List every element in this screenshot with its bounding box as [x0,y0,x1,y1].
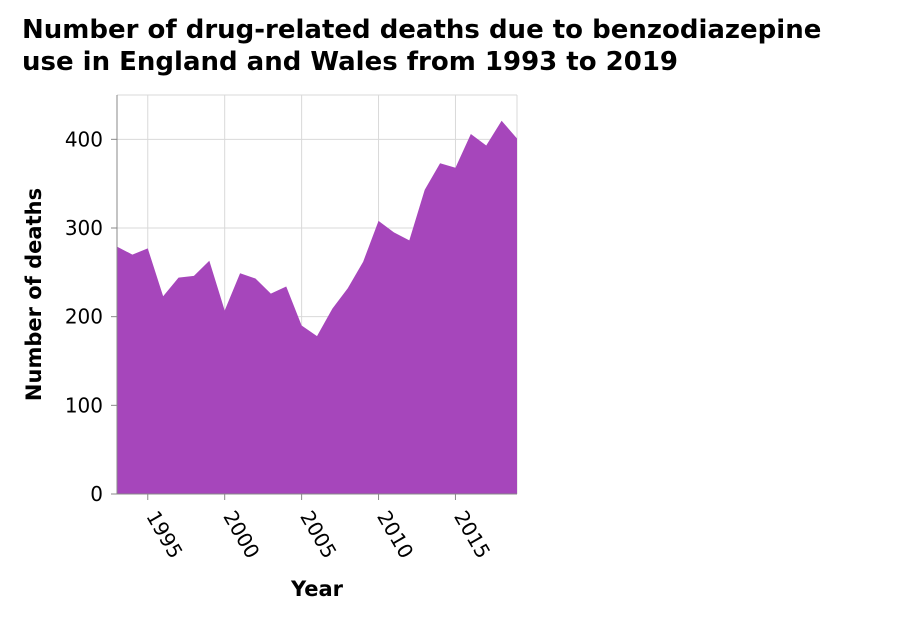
area-series [117,120,517,495]
x-tick-label: 2010 [372,507,418,563]
x-axis-ticks: 1995 2000 2005 2010 2015 [141,494,495,563]
y-axis-title: Number of deaths [22,188,46,401]
y-tick-label: 300 [65,216,103,240]
y-tick-label: 400 [65,127,103,151]
x-axis-title: Year [290,577,344,601]
x-tick-label: 2000 [218,507,264,563]
y-tick-label: 100 [65,393,103,417]
chart-title-line-1: Number of drug-related deaths due to ben… [22,15,822,45]
y-axis-ticks: 0 100 200 300 400 [65,127,117,506]
axes [116,95,517,495]
chart-title-line-2: use in England and Wales from 1993 to 20… [22,47,679,77]
x-tick-label: 1995 [141,507,187,563]
y-tick-label: 200 [65,305,103,329]
chart-title: Number of drug-related deaths due to ben… [22,14,892,78]
x-tick-label: 2015 [449,507,495,563]
x-tick-label: 2005 [295,507,341,563]
y-tick-label: 0 [90,482,103,506]
